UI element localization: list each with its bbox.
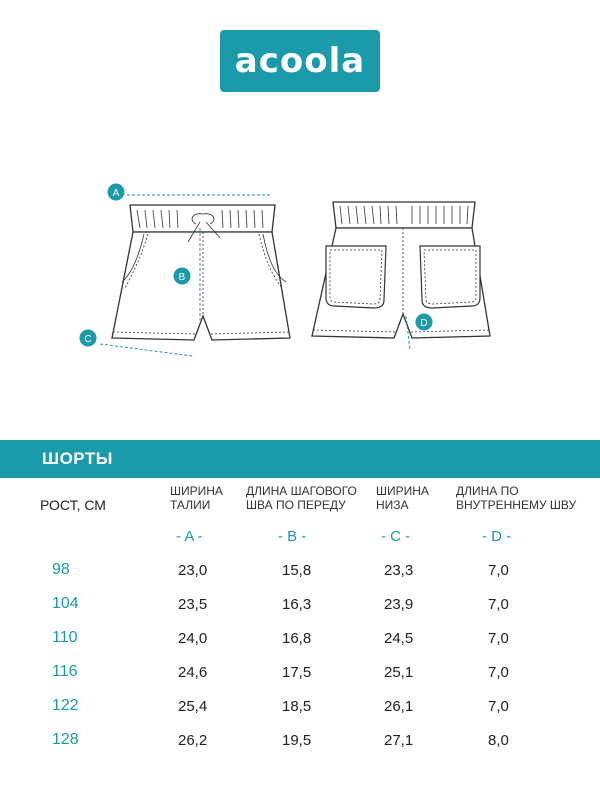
table-cell: 7,0 — [488, 698, 509, 715]
table-cell: 7,0 — [488, 596, 509, 613]
marker-a — [106, 182, 126, 202]
size-label: 98 — [52, 561, 70, 578]
table-cell: 23,5 — [178, 596, 208, 613]
column-header-front-rise: ДЛИНА ШАГОВОГО ШВА ПО ПЕРЕДУ — [246, 484, 357, 512]
column-header-line1: ШИРИНА — [376, 484, 429, 498]
table-cell: 25,4 — [178, 698, 208, 715]
column-letter-d: - D - — [482, 528, 512, 545]
size-label: 116 — [52, 663, 78, 680]
column-header-line1: ДЛИНА ПО — [456, 484, 519, 498]
column-letter-a: - A - — [176, 528, 203, 545]
table-cell: 24,5 — [384, 630, 414, 647]
column-header-line1: ШИРИНА — [170, 484, 223, 498]
table-cell: 23,9 — [384, 596, 414, 613]
brand-logo: acoola — [220, 30, 380, 92]
size-label: 122 — [52, 697, 79, 714]
brand-logo-text: acoola — [234, 41, 366, 81]
column-letter-b: - B - — [278, 528, 307, 545]
row-header-height: РОСТ, СМ — [40, 497, 106, 513]
table-cell: 17,5 — [282, 664, 312, 681]
column-header-line1: ДЛИНА ШАГОВОГО — [246, 484, 357, 498]
size-label: 110 — [52, 629, 78, 646]
table-cell: 7,0 — [488, 664, 509, 681]
marker-b — [172, 266, 192, 286]
column-header-line2: НИЗА — [376, 498, 409, 512]
table-cell: 23,3 — [384, 562, 414, 579]
marker-b-label: B — [179, 272, 186, 283]
size-label: 128 — [52, 731, 79, 748]
column-header-waist: ШИРИНА ТАЛИИ — [170, 484, 223, 512]
marker-d-label: D — [420, 318, 427, 329]
shorts-technical-sketch: A B C D — [78, 182, 491, 357]
table-cell: 26,2 — [178, 732, 208, 749]
table-cell: 8,0 — [488, 732, 509, 749]
table-title: ШОРТЫ — [42, 449, 113, 468]
table-cell: 24,6 — [178, 664, 208, 681]
marker-a-label: A — [113, 188, 120, 199]
table-cell: 16,8 — [282, 630, 312, 647]
table-cell: 25,1 — [384, 664, 414, 681]
shorts-front-view — [111, 204, 291, 341]
table-title-band: ШОРТЫ — [0, 440, 600, 478]
column-header-line2: ТАЛИИ — [170, 498, 211, 512]
marker-d — [414, 312, 434, 332]
table-cell: 18,5 — [282, 698, 312, 715]
marker-c-label: C — [84, 334, 91, 345]
table-cell: 7,0 — [488, 562, 509, 579]
column-header-line2: ВНУТРЕННЕМУ ШВУ — [456, 498, 577, 512]
marker-c — [78, 328, 98, 348]
table-cell: 23,0 — [178, 562, 208, 579]
column-header-inseam: ДЛИНА ПО ВНУТРЕННЕМУ ШВУ — [456, 484, 576, 512]
size-label: 104 — [52, 595, 79, 612]
table-cell: 27,1 — [384, 732, 414, 749]
table-cell: 15,8 — [282, 562, 312, 579]
column-letter-c: - C - — [381, 528, 411, 545]
table-cell: 19,5 — [282, 732, 312, 749]
table-cell: 24,0 — [178, 630, 208, 647]
table-cell: 26,1 — [384, 698, 414, 715]
column-header-line2: ШВА ПО ПЕРЕДУ — [246, 498, 346, 512]
table-cell: 16,3 — [282, 596, 312, 613]
column-header-hem-width: ШИРИНА НИЗА — [376, 484, 429, 512]
table-cell: 7,0 — [488, 630, 509, 647]
